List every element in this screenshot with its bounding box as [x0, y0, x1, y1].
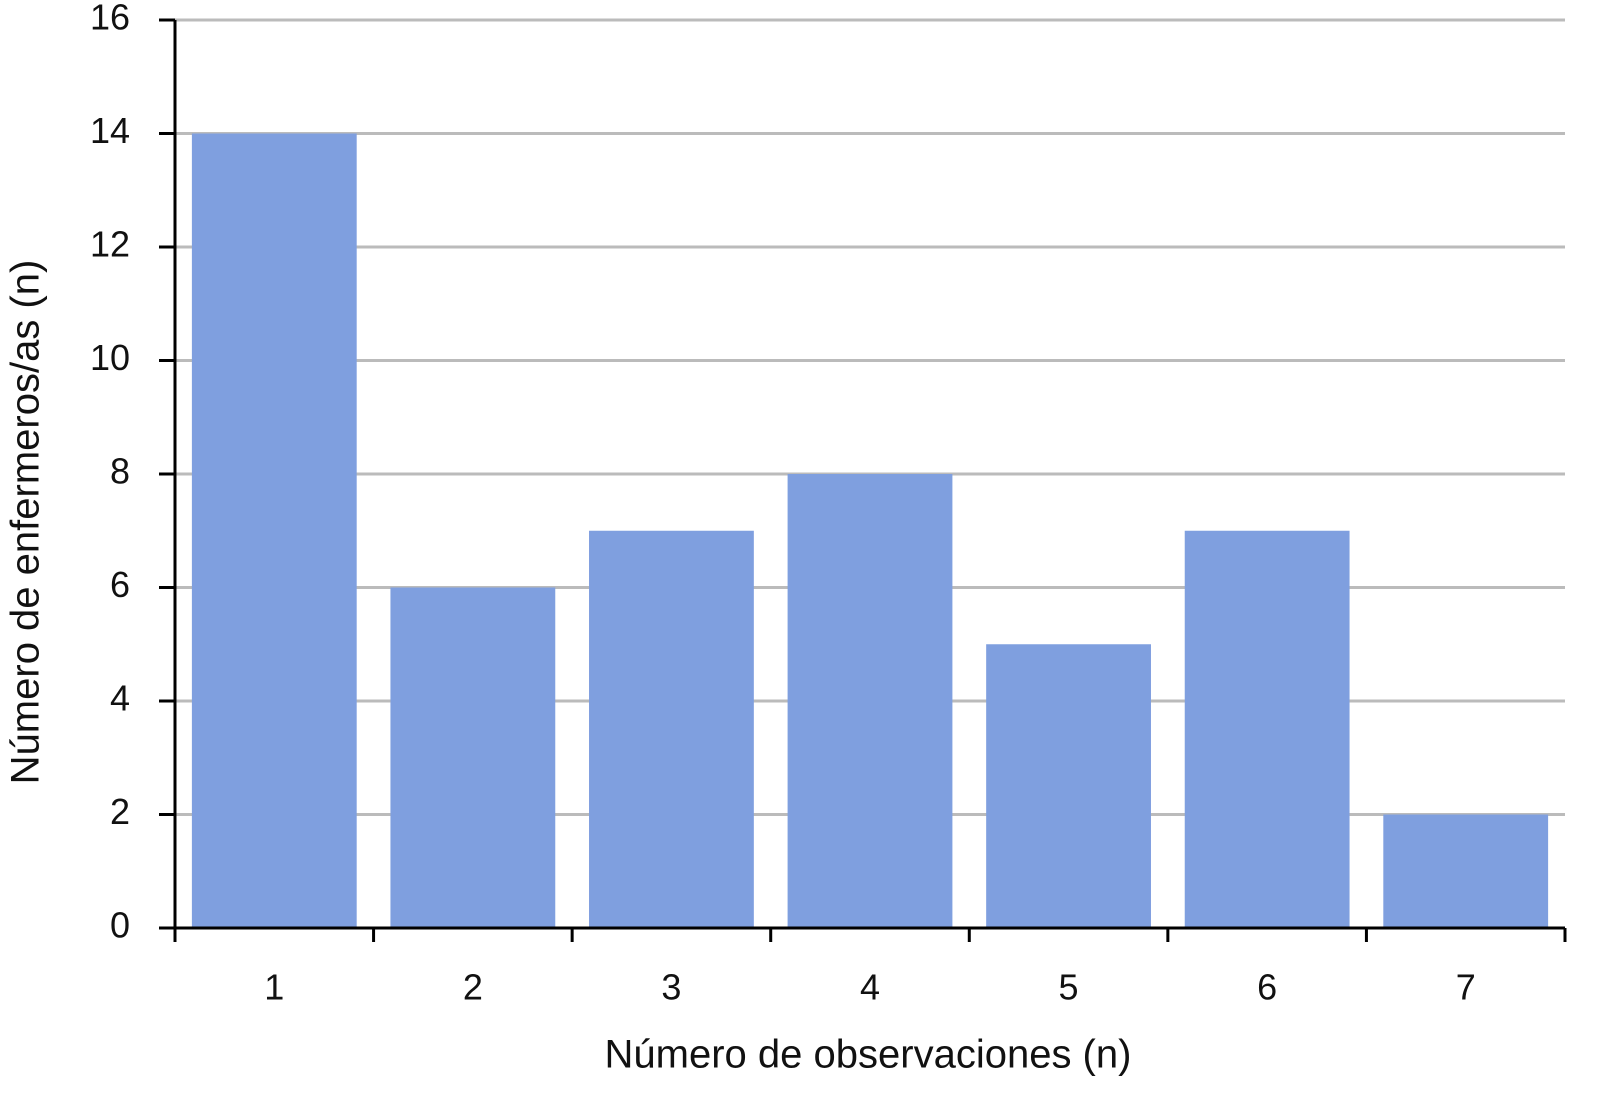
x-axis-title: Número de observaciones (n) — [605, 1033, 1132, 1077]
bar — [191, 133, 357, 928]
bar — [589, 530, 754, 928]
y-tick-label: 8 — [110, 451, 130, 492]
bar — [1184, 530, 1350, 928]
x-tick-label: 2 — [463, 967, 483, 1008]
y-tick-label: 0 — [110, 905, 130, 946]
y-axis-title: Número de enfermeros/as (n) — [4, 260, 48, 785]
y-tick-label: 6 — [110, 564, 130, 605]
y-tick-label: 14 — [90, 110, 130, 151]
y-tick-label: 10 — [90, 337, 130, 378]
x-tick-label: 1 — [264, 967, 284, 1008]
x-tick-label: 5 — [1059, 967, 1079, 1008]
bar — [390, 587, 556, 928]
bar — [787, 474, 953, 928]
bar — [986, 644, 1151, 928]
x-tick-label: 7 — [1456, 967, 1476, 1008]
y-tick-label: 2 — [110, 791, 130, 832]
y-tick-label: 16 — [90, 0, 130, 38]
x-tick-label: 6 — [1257, 967, 1277, 1008]
y-tick-label: 4 — [110, 678, 130, 719]
y-tick-label: 12 — [90, 224, 130, 265]
x-tick-label: 4 — [860, 967, 880, 1008]
x-tick-label: 3 — [661, 967, 681, 1008]
bar — [1383, 814, 1549, 928]
